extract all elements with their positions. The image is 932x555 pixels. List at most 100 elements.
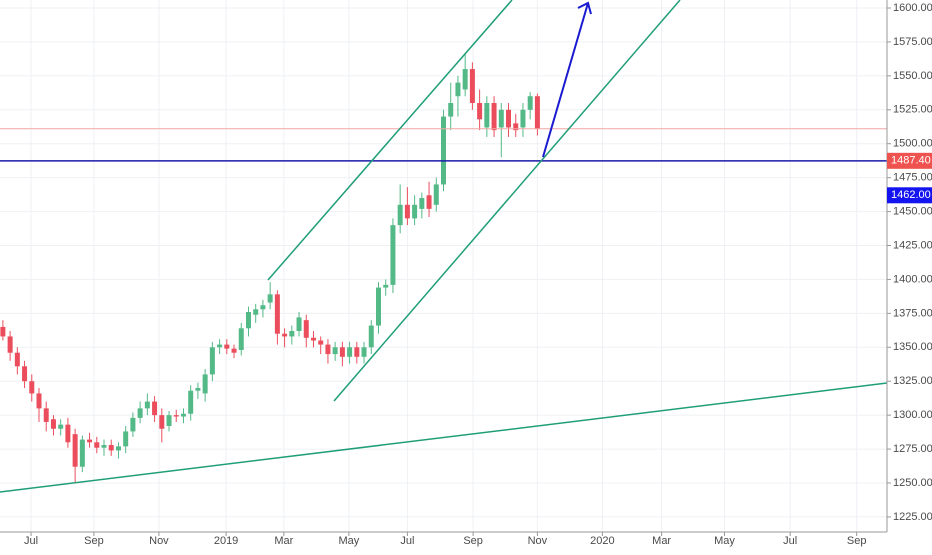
candle-body <box>144 401 150 409</box>
y-tick-label: 1550.00 <box>893 70 932 82</box>
candle-body <box>152 401 158 416</box>
candle-body <box>491 103 497 131</box>
candle-body <box>448 103 454 117</box>
y-tick-label: 1275.00 <box>893 443 932 455</box>
y-tick-label: 1375.00 <box>893 307 932 319</box>
candle-body <box>397 204 403 226</box>
x-tick-label: 2020 <box>590 535 614 547</box>
candle-body <box>202 374 208 394</box>
y-tick-label: 1425.00 <box>893 239 932 251</box>
candle-body <box>339 347 345 357</box>
candle-body <box>484 103 490 128</box>
x-tick-label: Jul <box>783 535 797 547</box>
candle-body <box>354 347 360 357</box>
candle-body <box>274 294 280 334</box>
candle-body <box>65 424 71 443</box>
candle-body <box>180 413 186 417</box>
candle-body <box>108 445 114 451</box>
candle-body <box>22 366 28 382</box>
candle-body <box>245 312 251 329</box>
candle-body <box>296 317 302 332</box>
candle-body <box>289 331 295 337</box>
candle-body <box>375 287 381 326</box>
candle-body <box>195 388 201 391</box>
support-line <box>0 382 888 493</box>
candle-body <box>7 336 13 353</box>
candle-body <box>137 408 143 418</box>
x-tick-label: Sep <box>463 535 483 547</box>
arrow-head <box>577 1 592 15</box>
candle-body <box>166 415 172 427</box>
candle-body <box>433 184 439 205</box>
candle-body <box>332 347 338 355</box>
candle-body <box>318 340 324 345</box>
candles <box>0 52 887 484</box>
candle-body <box>282 333 288 337</box>
candle-body <box>58 424 64 429</box>
y-tick-label: 1575.00 <box>893 36 932 48</box>
candle-body <box>87 439 93 443</box>
candle-body <box>101 445 107 448</box>
candle-body <box>455 82 461 97</box>
candle-body <box>477 103 483 120</box>
x-tick-label: Sep <box>847 535 867 547</box>
candle-body <box>217 344 223 348</box>
drawings <box>0 0 888 493</box>
candle-body <box>238 328 244 351</box>
candle-body <box>267 294 273 303</box>
price-label-box <box>887 187 932 204</box>
candle-body <box>303 320 309 338</box>
y-tick-label: 1350.00 <box>893 341 932 353</box>
candle-body <box>123 431 129 447</box>
candle-body <box>520 109 526 128</box>
x-tick-label: Jul <box>24 535 38 547</box>
candle-body <box>498 109 504 128</box>
candle-body <box>115 446 121 451</box>
candle-body <box>426 195 432 209</box>
candle-body <box>347 347 353 357</box>
price-label: 1487.40 <box>891 155 931 167</box>
price-label: 1462.00 <box>891 189 931 201</box>
candle-body <box>50 419 56 429</box>
candle-body <box>527 96 533 110</box>
candle-body <box>534 96 540 129</box>
y-tick-label: 1250.00 <box>893 477 932 489</box>
y-tick-label: 1300.00 <box>893 409 932 421</box>
y-tick-label: 1475.00 <box>893 172 932 184</box>
candle-body <box>441 116 446 185</box>
arrow-shaft <box>542 2 589 158</box>
candle-body <box>224 344 230 349</box>
price-label-box <box>887 152 932 169</box>
x-tick-label: Nov <box>149 535 169 547</box>
candle-body <box>404 204 410 219</box>
candle-body <box>14 352 20 367</box>
candle-body <box>390 225 396 285</box>
candle-body <box>419 198 425 209</box>
candle-body <box>513 123 519 131</box>
x-tick-label: Sep <box>84 535 104 547</box>
candle-body <box>412 204 418 219</box>
candle-body <box>72 434 78 467</box>
candle-body <box>361 347 367 357</box>
candle-body <box>188 390 194 414</box>
candle-body <box>260 305 266 310</box>
y-tick-label: 1325.00 <box>893 375 932 387</box>
candle-body <box>36 393 42 409</box>
y-tick-label: 1525.00 <box>893 104 932 116</box>
axes: 1225.00 1250.00 1275.00 1300.00 1325.00 1350.… <box>24 2 932 547</box>
candle-body <box>43 408 49 422</box>
candle-body <box>209 347 215 375</box>
candle-body <box>325 344 331 355</box>
y-tick-label: 1400.00 <box>893 273 932 285</box>
candle-body <box>462 69 468 90</box>
y-tick-label: 1450.00 <box>893 205 932 217</box>
x-tick-label: Mar <box>274 535 293 547</box>
x-tick-label: 2019 <box>214 535 238 547</box>
candle-body <box>383 284 389 288</box>
candle-body <box>79 439 85 467</box>
candle-body <box>173 415 179 417</box>
candle-body <box>94 442 100 448</box>
candle-body <box>310 337 316 341</box>
x-tick-label: Jul <box>400 535 414 547</box>
